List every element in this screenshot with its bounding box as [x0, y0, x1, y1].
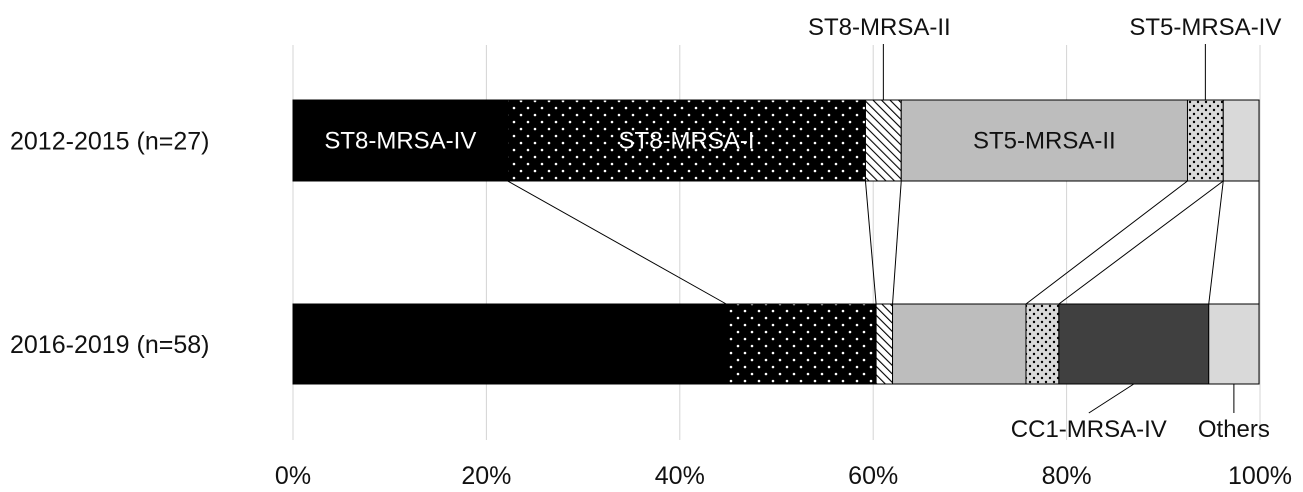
segment-label: ST8-MRSA-I	[619, 128, 755, 155]
x-tick-label: 80%	[1042, 462, 1092, 490]
callout-label: CC1-MRSA-IV	[1011, 416, 1167, 443]
category-label: 2012-2015 (n=27)	[10, 128, 209, 156]
x-tick-label: 20%	[461, 462, 511, 490]
x-tick-label: 60%	[848, 462, 898, 490]
bar-segment	[1208, 303, 1260, 385]
bar-segment	[292, 303, 727, 385]
segment-label: ST8-MRSA-IV	[324, 128, 476, 155]
x-tick-label: 0%	[275, 462, 311, 490]
bar-segment	[725, 303, 877, 385]
labels: 0% 20% 40% 60% 80% 100% 2012-2015 (n=27) 2016-2…	[10, 14, 1292, 490]
connector-line	[892, 180, 902, 305]
bar-segments	[292, 99, 1260, 385]
connector-line	[864, 180, 877, 305]
bar-segment	[900, 99, 1188, 182]
callout-label: ST5-MRSA-IV	[1129, 14, 1281, 41]
bar-connectors	[507, 44, 1260, 414]
connector-line	[1058, 180, 1224, 305]
bar-segment	[1058, 303, 1210, 385]
connector-line	[507, 180, 727, 305]
bar-segment	[292, 99, 509, 182]
connector-line	[1208, 180, 1224, 305]
segment-label: ST5-MRSA-II	[973, 128, 1116, 155]
callout-leader	[1088, 383, 1135, 414]
x-tick-label: 100%	[1228, 462, 1292, 490]
bar-segment	[1025, 303, 1060, 385]
bar-segment	[1186, 99, 1224, 182]
bar-segment	[1222, 99, 1260, 182]
bar-segment	[892, 303, 1027, 385]
category-label: 2016-2019 (n=58)	[10, 331, 209, 359]
bar-segment	[864, 99, 902, 182]
callout-label: ST8-MRSA-II	[808, 14, 951, 41]
connector-line	[1025, 180, 1188, 305]
callout-label: Others	[1198, 416, 1270, 443]
bar-segment	[875, 303, 894, 385]
bar-segment	[507, 99, 866, 182]
x-tick-label: 40%	[655, 462, 705, 490]
